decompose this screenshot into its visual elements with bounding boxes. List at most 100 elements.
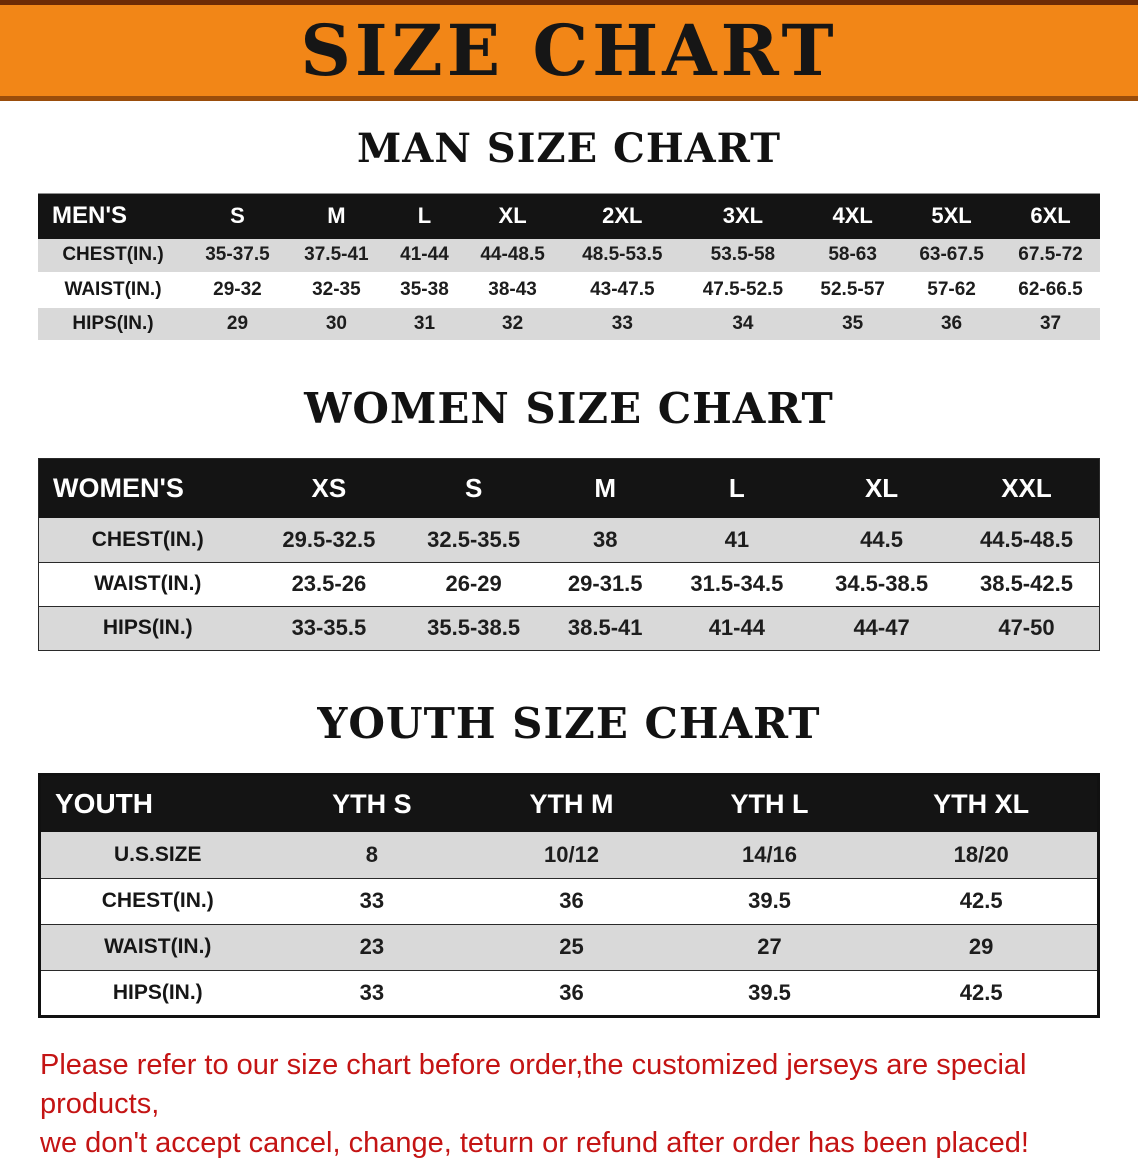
page-title: SIZE CHART [300, 8, 838, 92]
size-value-cell: 39.5 [748, 888, 791, 914]
size-value-cell: 32.5-35.5 [427, 526, 521, 552]
table-title-cell: MEN'S [38, 193, 188, 239]
size-column-header: M [546, 458, 665, 519]
size-value-cell: 42.5 [959, 979, 1003, 1005]
size-column-header: M [286, 193, 386, 239]
size-value-cell: 23 [359, 934, 385, 960]
table-row: CHEST(IN.) 35-37.5 37.5-41 41-44 44-48.5 48.5… [38, 238, 1100, 273]
size-value-cell: 25 [559, 934, 584, 960]
size-value-cell: 33-35.5 [291, 615, 367, 641]
size-value-cell: 8 [365, 842, 379, 868]
size-value-cell: 34 [732, 312, 754, 334]
disclaimer-line-1: Please refer to our size chart before or… [40, 1048, 1027, 1120]
size-value-cell: 35-37.5 [205, 244, 270, 265]
size-column-header: XL [809, 458, 954, 519]
size-column-header: 6XL [1001, 193, 1100, 239]
size-value-cell: 63-67.5 [919, 244, 984, 265]
size-value-cell: 26-29 [445, 571, 502, 597]
table-title-cell: WOMEN'S [38, 458, 257, 519]
size-value-cell: 30 [325, 312, 347, 334]
size-value-cell: 10/12 [543, 842, 600, 868]
size-value-cell: 41-44 [400, 244, 449, 265]
size-value-cell: 36 [940, 312, 963, 334]
size-value-cell: 36 [559, 979, 584, 1005]
size-value-cell: 43-47.5 [590, 278, 655, 300]
row-label-cell: HIPS(IN.) [112, 980, 203, 1004]
size-value-cell: 58-63 [828, 244, 877, 265]
size-value-cell: 38.5-42.5 [979, 571, 1073, 597]
size-value-cell: 41-44 [708, 615, 765, 641]
size-value-cell: 35 [842, 312, 864, 334]
disclaimer-line-2: we don't accept cancel, change, teturn o… [40, 1126, 1029, 1159]
table-row: WAIST(IN.) 29-32 32-35 35-38 38-43 43-47.5 47.… [38, 272, 1100, 307]
size-value-cell: 29-32 [213, 278, 262, 300]
size-value-cell: 44-47 [853, 615, 910, 641]
women-size-section: WOMEN SIZE CHART WOMEN'S XS S M L XL XXL CHEST(… [0, 383, 1138, 651]
size-value-cell: 23.5-26 [291, 571, 367, 597]
size-column-header: S [401, 458, 546, 519]
size-value-cell: 53.5-58 [710, 244, 776, 265]
women-section-heading: WOMEN SIZE CHART [304, 383, 834, 433]
size-value-cell: 37.5-41 [304, 244, 369, 265]
size-value-cell: 47-50 [998, 615, 1055, 641]
disclaimer-text: Please refer to our size chart before or… [40, 1046, 1108, 1162]
size-column-header: 5XL [902, 193, 1002, 239]
size-value-cell: 29 [226, 312, 249, 334]
size-value-cell: 44.5-48.5 [979, 526, 1073, 552]
size-value-cell: 14/16 [741, 842, 798, 868]
row-label-cell: U.S.SIZE [113, 843, 202, 867]
size-value-cell: 31 [413, 312, 436, 334]
size-value-cell: 38.5-41 [567, 615, 643, 641]
table-header-row: WOMEN'S XS S M L XL XXL [38, 458, 1100, 519]
size-value-cell: 33 [359, 979, 385, 1005]
table-row: WAIST(IN.) 23.5-26 26-29 29-31.5 31.5-34.5 34… [38, 562, 1100, 607]
size-value-cell: 44-48.5 [480, 244, 545, 265]
size-value-cell: 18/20 [953, 842, 1009, 868]
size-column-header: L [664, 458, 810, 519]
size-column-header: 3XL [682, 193, 804, 239]
size-value-cell: 31.5-34.5 [690, 571, 784, 597]
men-size-section: MAN SIZE CHART MEN'S S M L XL 2XL 3XL 4XL 5XL 6XL… [0, 127, 1138, 342]
size-value-cell: 38-43 [488, 278, 537, 300]
size-value-cell: 62-66.5 [1018, 278, 1083, 300]
size-value-cell: 35-38 [400, 278, 449, 300]
table-row: HIPS(IN.) 29 30 31 32 33 34 35 36 37 [38, 306, 1100, 341]
table-title-cell: YOUTH [39, 774, 275, 833]
size-value-cell: 33 [359, 888, 385, 914]
row-label-cell: HIPS(IN.) [102, 616, 193, 640]
size-value-cell: 29 [968, 934, 994, 960]
size-value-cell: 29-31.5 [567, 571, 643, 597]
size-value-cell: 33 [611, 312, 633, 334]
size-value-cell: 32-35 [312, 278, 361, 300]
size-value-cell: 47.5-52.5 [702, 278, 784, 300]
size-value-cell: 57-62 [927, 278, 976, 300]
youth-size-section: YOUTH SIZE CHART YOUTH YTH S YTH M YTH L YTH… [0, 698, 1138, 1018]
men-section-heading: MAN SIZE CHART [357, 125, 781, 172]
size-value-cell: 29.5-32.5 [282, 526, 376, 552]
table-row: CHEST(IN.) 33 36 39.5 42.5 [39, 878, 1099, 925]
men-size-table: MEN'S S M L XL 2XL 3XL 4XL 5XL 6XL CHEST(IN.) 35-37… [38, 193, 1100, 342]
youth-size-table: YOUTH YTH S YTH M YTH L YTH XL U.S.SIZE 8 10/12… [38, 772, 1100, 1018]
size-value-cell: 48.5-53.5 [582, 244, 663, 265]
men-table-wrap: MEN'S S M L XL 2XL 3XL 4XL 5XL 6XL CHEST(IN.) 35-37… [38, 193, 1100, 342]
size-value-cell: 27 [757, 934, 782, 960]
size-value-cell: 37 [1039, 312, 1062, 334]
size-column-header: YTH XL [865, 774, 1099, 833]
row-label-cell: WAIST(IN.) [104, 935, 212, 959]
table-header-row: YOUTH YTH S YTH M YTH L YTH XL [39, 774, 1099, 833]
row-label-cell: CHEST(IN.) [62, 244, 164, 265]
size-column-header: S [188, 193, 287, 239]
women-size-table: WOMEN'S XS S M L XL XXL CHEST(IN.) 29.5-32.5 32.5… [38, 457, 1100, 651]
table-row: WAIST(IN.) 23 25 27 29 [39, 924, 1099, 971]
row-label-cell: WAIST(IN.) [94, 572, 202, 596]
size-value-cell: 35.5-38.5 [427, 615, 521, 641]
size-column-header: 2XL [562, 193, 683, 239]
size-value-cell: 36 [559, 888, 584, 914]
size-column-header: XS [256, 458, 402, 519]
size-value-cell: 39.5 [748, 979, 791, 1005]
title-banner: SIZE CHART [0, 0, 1138, 101]
youth-section-heading: YOUTH SIZE CHART [317, 698, 821, 748]
row-label-cell: HIPS(IN.) [72, 312, 154, 334]
size-column-header: L [385, 193, 464, 239]
